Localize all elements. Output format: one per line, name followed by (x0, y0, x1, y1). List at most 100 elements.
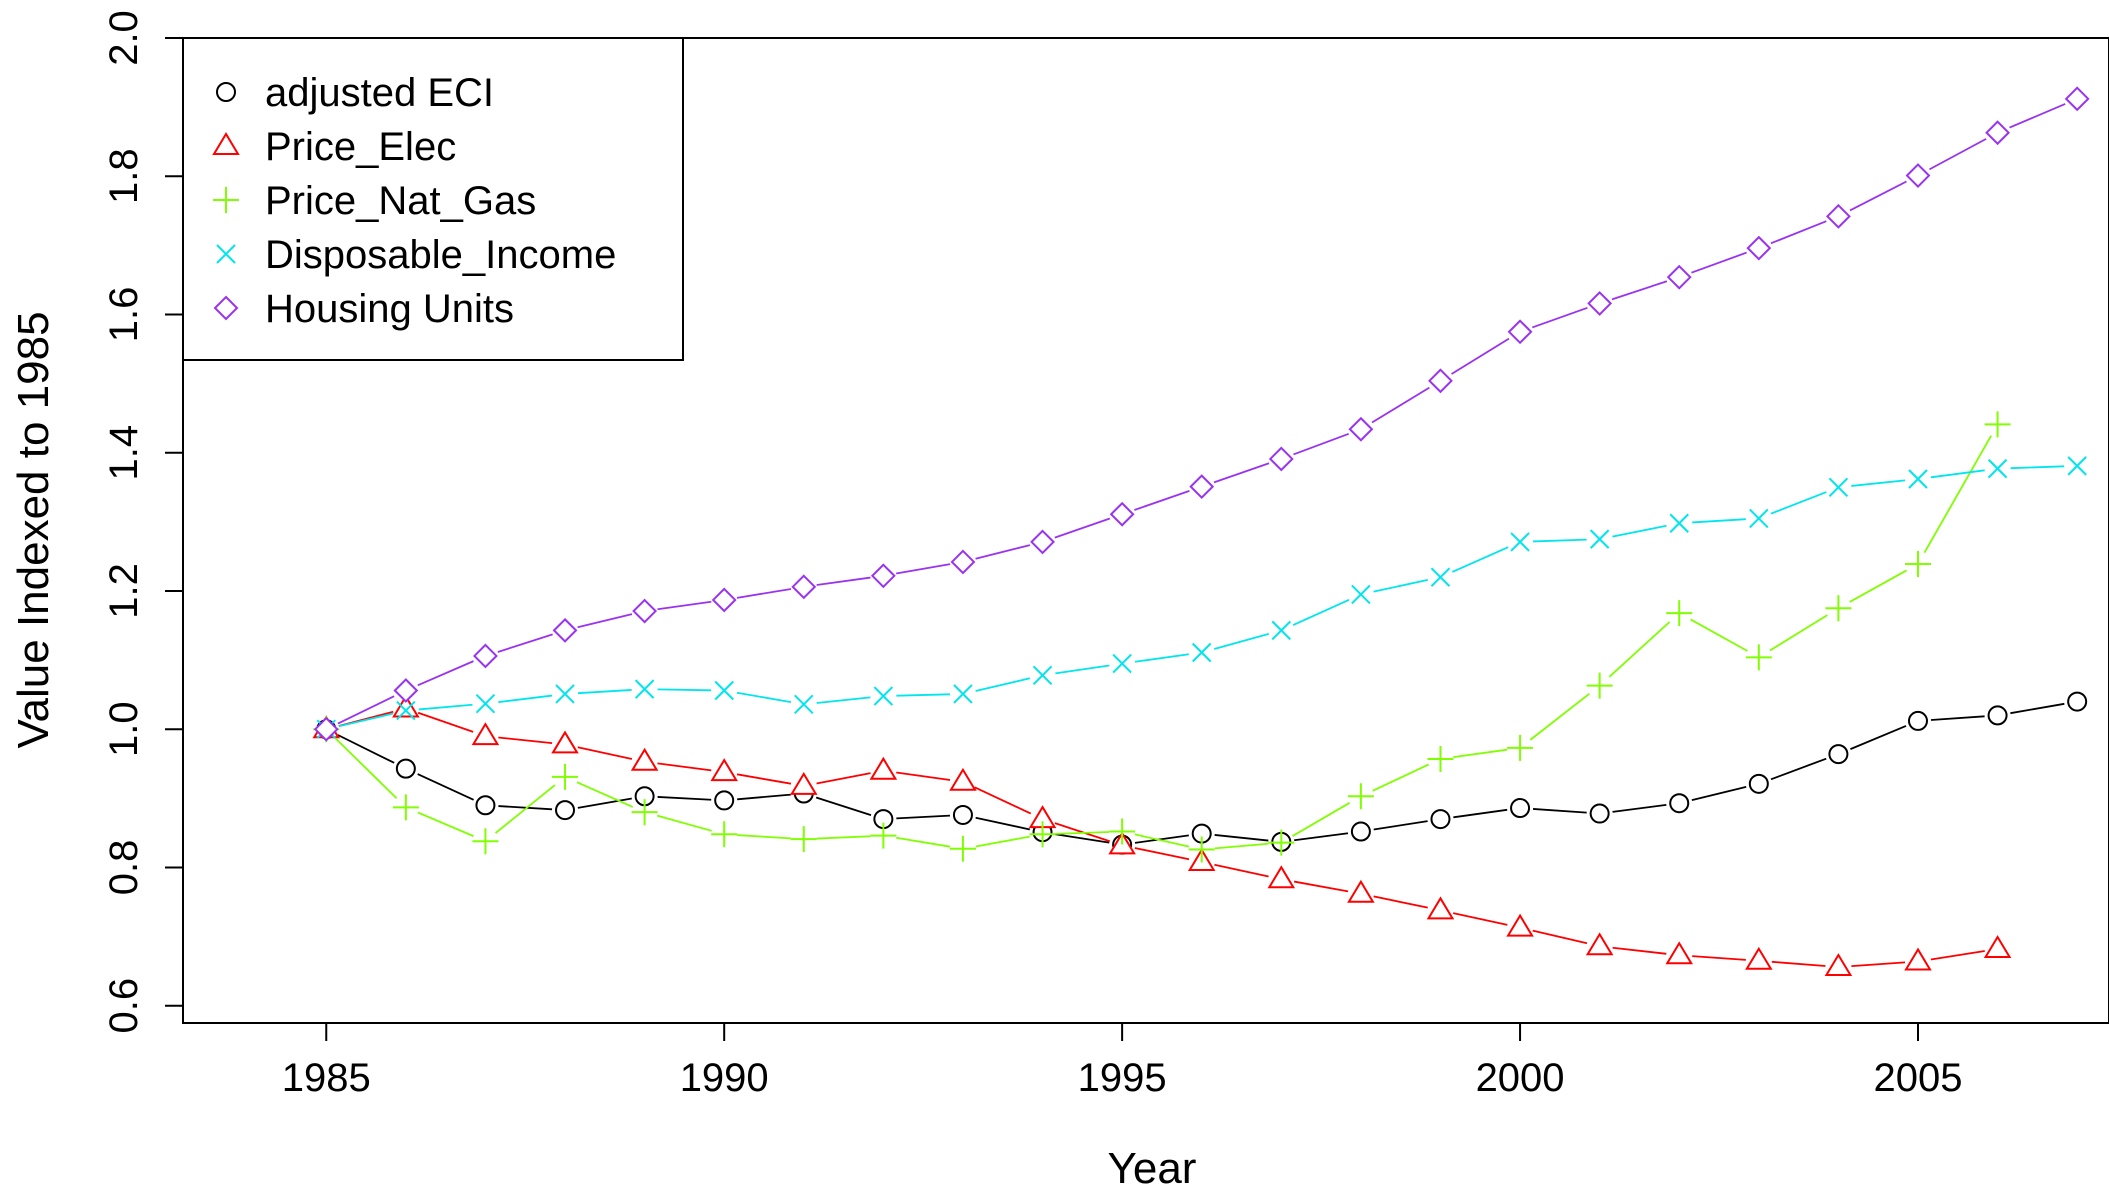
series-line-segment (498, 805, 553, 811)
data-point (1350, 821, 1371, 842)
series-line-segment (1373, 820, 1428, 831)
data-point (710, 758, 738, 782)
data-point (396, 700, 416, 721)
data-point (1428, 368, 1453, 394)
series-line-segment (896, 693, 950, 697)
data-point (630, 747, 659, 771)
legend: adjusted ECI Price_Elec Price_Nat_Gas Dispo… (182, 37, 684, 361)
data-point (471, 722, 500, 746)
series-line-segment (1849, 569, 1908, 603)
series-line-segment (656, 814, 712, 832)
series-line-segment (896, 563, 951, 575)
series-line-segment (1532, 929, 1588, 945)
data-point (1267, 865, 1296, 889)
series-line-segment (1608, 621, 1671, 678)
y-tick-label: 0.6 (102, 978, 146, 1034)
data-point (1348, 416, 1374, 442)
legend-box (182, 37, 684, 361)
series-line-segment (1054, 517, 1111, 539)
series-line-segment (338, 712, 394, 728)
data-point (1669, 513, 1689, 533)
series-line-segment (657, 762, 712, 772)
data-point (2067, 456, 2087, 476)
series-disposable-income (316, 456, 2087, 739)
legend-entry-price-nat-gas: Price_Nat_Gas (213, 179, 536, 223)
series-line-segment (417, 660, 474, 687)
series-line-segment (975, 677, 1031, 692)
data-point (870, 563, 896, 589)
series-line-segment (1769, 614, 1828, 652)
series-line-segment (1134, 847, 1190, 861)
series-line-segment (736, 773, 792, 785)
series-line-segment (1453, 808, 1508, 819)
series-line-segment (896, 814, 951, 820)
data-point (472, 828, 499, 855)
x-tick-label: 1985 (282, 1056, 371, 1100)
data-point (555, 684, 575, 704)
data-point (869, 756, 898, 780)
data-point (1987, 705, 2008, 726)
series-line-segment (1850, 725, 1907, 750)
series-line-segment (1213, 462, 1270, 484)
series-line-segment (736, 588, 792, 599)
data-point (1907, 710, 1928, 731)
series-line-segment (1372, 763, 1430, 792)
data-point (1983, 935, 2012, 959)
data-point (791, 574, 817, 600)
series-line-segment (1851, 961, 1906, 968)
data-point (953, 684, 973, 704)
y-tick-label: 2.0 (102, 10, 146, 66)
data-point (1032, 665, 1053, 686)
data-point (1745, 946, 1773, 970)
series-line-segment (1770, 220, 1827, 245)
series-line-segment (1532, 808, 1587, 814)
series-line-segment (2010, 465, 2065, 470)
series-line-segment (1611, 280, 1668, 301)
legend-marker (213, 295, 239, 321)
series-line-segment (576, 781, 634, 808)
data-point (1665, 941, 1693, 965)
y-tick-label: 0.8 (102, 840, 146, 896)
data-point (1589, 803, 1610, 824)
data-point (790, 771, 818, 795)
series-line-segment (1213, 632, 1270, 650)
legend-entry-disposable-income: Disposable_Income (216, 233, 616, 277)
series-line-segment (1134, 490, 1190, 511)
data-point (551, 730, 579, 754)
data-point (1666, 264, 1692, 290)
data-point (1587, 291, 1613, 316)
series-layer (312, 86, 2090, 977)
data-point (1188, 836, 1215, 863)
series-line-segment (1532, 306, 1588, 329)
x-tick-label: 2005 (1873, 1056, 1962, 1100)
data-point (714, 790, 735, 811)
data-point (952, 804, 973, 825)
data-point (552, 617, 578, 643)
series-line-segment (1691, 786, 1747, 801)
series-line-segment (975, 544, 1031, 560)
series-line-segment (1770, 491, 1827, 515)
series-line-segment (497, 633, 553, 653)
series-line-segment (1771, 960, 1826, 967)
data-point (2067, 691, 2088, 712)
y-tick-label: 1.6 (102, 287, 146, 343)
series-line-segment (896, 836, 951, 848)
series-line-segment (1930, 469, 1985, 479)
legend-entry-price-elec: Price_Elec (212, 125, 456, 169)
data-point (1908, 469, 1928, 489)
data-point (1510, 798, 1531, 819)
data-point (1749, 508, 1769, 529)
series-line-segment (1533, 538, 1587, 543)
data-point (950, 549, 976, 575)
data-point (475, 693, 496, 714)
data-point (555, 800, 576, 821)
y-tick-label: 1.4 (102, 425, 146, 481)
x-tick-label: 1995 (1078, 1056, 1167, 1100)
data-point (393, 678, 419, 703)
series-line-segment (1690, 618, 1748, 652)
data-point (794, 694, 814, 715)
data-point (1506, 913, 1534, 937)
data-point (1189, 474, 1215, 500)
series-line-segment (417, 811, 474, 837)
legend-marker (212, 132, 240, 155)
